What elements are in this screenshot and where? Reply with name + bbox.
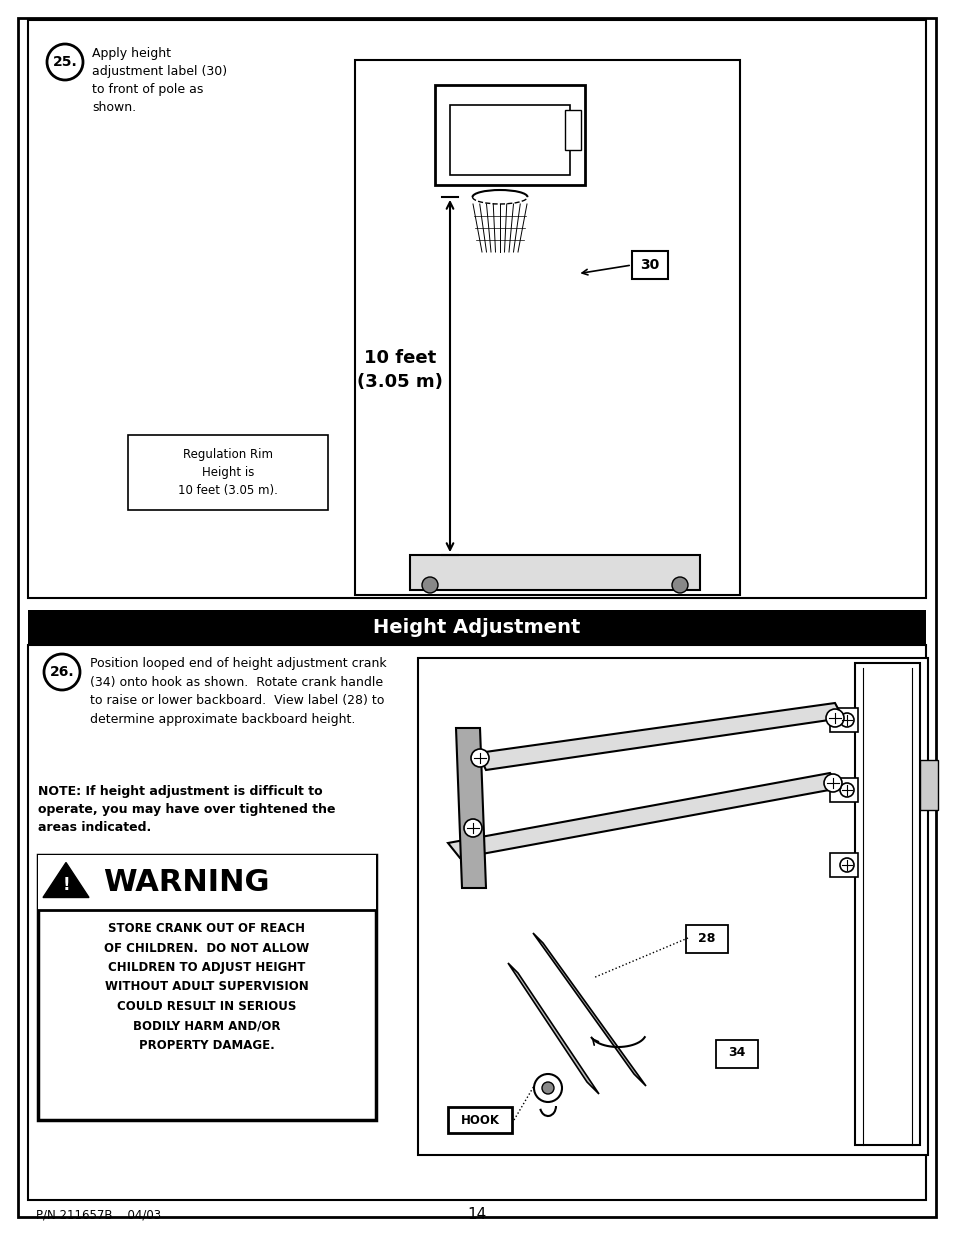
Bar	[28, 645, 925, 1200]
Text: 10 feet
(3.05 m): 10 feet (3.05 m)	[356, 350, 442, 390]
Bar	[829, 778, 857, 802]
Bar	[716, 1040, 758, 1068]
Polygon shape	[586, 673, 644, 695]
Bar	[685, 925, 727, 953]
Text: !: !	[62, 876, 70, 893]
Circle shape	[44, 655, 80, 690]
Bar	[854, 663, 919, 1145]
Bar	[829, 708, 857, 732]
Bar	[28, 20, 925, 598]
Text: 14: 14	[467, 1208, 486, 1223]
Polygon shape	[919, 760, 937, 810]
Text: 34: 34	[727, 1046, 745, 1060]
Bar	[435, 85, 584, 185]
Text: HOOK: HOOK	[460, 1114, 499, 1126]
Bar	[450, 105, 569, 175]
Circle shape	[421, 577, 437, 593]
Bar	[38, 855, 375, 1120]
Polygon shape	[456, 727, 485, 888]
Text: 25.: 25.	[52, 56, 77, 69]
Polygon shape	[43, 862, 89, 898]
Circle shape	[534, 1074, 561, 1102]
Bar	[448, 1107, 512, 1132]
Bar	[410, 555, 700, 590]
Polygon shape	[495, 673, 595, 695]
Circle shape	[471, 748, 489, 767]
Circle shape	[671, 577, 687, 593]
Text: Regulation Rim
Height is
10 feet (3.05 m).: Regulation Rim Height is 10 feet (3.05 m…	[178, 448, 277, 496]
Bar	[417, 658, 927, 1155]
Bar	[631, 251, 667, 279]
Text: P/N 211657B    04/03: P/N 211657B 04/03	[36, 1209, 161, 1221]
Text: Height Adjustment: Height Adjustment	[373, 618, 580, 637]
Circle shape	[840, 783, 853, 797]
Bar	[355, 61, 740, 595]
Text: Apply height
adjustment label (30)
to front of pole as
shown.: Apply height adjustment label (30) to fr…	[91, 47, 227, 114]
Circle shape	[823, 774, 841, 792]
Circle shape	[463, 819, 481, 837]
Circle shape	[840, 858, 853, 872]
Polygon shape	[477, 703, 842, 769]
Text: STORE CRANK OUT OF REACH
OF CHILDREN.  DO NOT ALLOW
CHILDREN TO ADJUST HEIGHT
WI: STORE CRANK OUT OF REACH OF CHILDREN. DO…	[104, 923, 310, 1052]
Bar	[564, 110, 580, 149]
Circle shape	[825, 709, 843, 727]
Circle shape	[47, 44, 83, 80]
Circle shape	[840, 713, 853, 727]
Text: 28: 28	[698, 931, 715, 945]
Bar	[829, 853, 857, 877]
Bar	[128, 435, 328, 510]
Circle shape	[541, 1082, 554, 1094]
Text: 26.: 26.	[50, 664, 74, 679]
Bar	[28, 610, 925, 645]
Text: Position looped end of height adjustment crank
(34) onto hook as shown.  Rotate : Position looped end of height adjustment…	[90, 657, 386, 725]
Polygon shape	[507, 963, 598, 1094]
Polygon shape	[448, 773, 840, 858]
Polygon shape	[534, 695, 599, 1050]
Text: 30: 30	[639, 258, 659, 272]
Text: NOTE: If height adjustment is difficult to
operate, you may have over tightened : NOTE: If height adjustment is difficult …	[38, 785, 335, 834]
Polygon shape	[533, 932, 645, 1086]
Text: WARNING: WARNING	[103, 868, 269, 897]
Bar	[38, 855, 375, 910]
